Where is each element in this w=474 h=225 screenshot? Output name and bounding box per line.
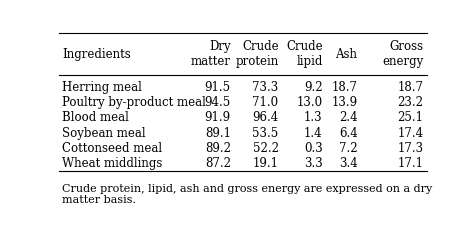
Text: 52.2: 52.2 bbox=[253, 141, 279, 154]
Text: Poultry by-product meal: Poultry by-product meal bbox=[62, 96, 206, 108]
Text: 3.4: 3.4 bbox=[339, 157, 357, 169]
Text: 25.1: 25.1 bbox=[398, 111, 424, 124]
Text: 3.3: 3.3 bbox=[304, 157, 323, 169]
Text: 7.2: 7.2 bbox=[339, 141, 357, 154]
Text: 23.2: 23.2 bbox=[398, 96, 424, 108]
Text: 94.5: 94.5 bbox=[205, 96, 231, 108]
Text: 87.2: 87.2 bbox=[205, 157, 231, 169]
Text: 2.4: 2.4 bbox=[339, 111, 357, 124]
Text: Ash: Ash bbox=[336, 47, 357, 60]
Text: Cottonseed meal: Cottonseed meal bbox=[62, 141, 162, 154]
Text: Crude
protein: Crude protein bbox=[235, 40, 279, 68]
Text: 18.7: 18.7 bbox=[398, 80, 424, 93]
Text: 17.4: 17.4 bbox=[398, 126, 424, 139]
Text: Wheat middlings: Wheat middlings bbox=[62, 157, 163, 169]
Text: Herring meal: Herring meal bbox=[62, 80, 142, 93]
Text: Soybean meal: Soybean meal bbox=[62, 126, 146, 139]
Text: 1.4: 1.4 bbox=[304, 126, 323, 139]
Text: 17.3: 17.3 bbox=[398, 141, 424, 154]
Text: Dry
matter: Dry matter bbox=[191, 40, 231, 68]
Text: Crude protein, lipid, ash and gross energy are expressed on a dry
matter basis.: Crude protein, lipid, ash and gross ener… bbox=[62, 183, 432, 205]
Text: 18.7: 18.7 bbox=[331, 80, 357, 93]
Text: Blood meal: Blood meal bbox=[62, 111, 129, 124]
Text: 91.9: 91.9 bbox=[205, 111, 231, 124]
Text: 73.3: 73.3 bbox=[252, 80, 279, 93]
Text: 71.0: 71.0 bbox=[253, 96, 279, 108]
Text: Ingredients: Ingredients bbox=[62, 47, 131, 60]
Text: Gross
energy: Gross energy bbox=[383, 40, 424, 68]
Text: 6.4: 6.4 bbox=[339, 126, 357, 139]
Text: 1.3: 1.3 bbox=[304, 111, 323, 124]
Text: 89.2: 89.2 bbox=[205, 141, 231, 154]
Text: 19.1: 19.1 bbox=[253, 157, 279, 169]
Text: 13.9: 13.9 bbox=[331, 96, 357, 108]
Text: 96.4: 96.4 bbox=[252, 111, 279, 124]
Text: 91.5: 91.5 bbox=[205, 80, 231, 93]
Text: 9.2: 9.2 bbox=[304, 80, 323, 93]
Text: 13.0: 13.0 bbox=[297, 96, 323, 108]
Text: 53.5: 53.5 bbox=[252, 126, 279, 139]
Text: 17.1: 17.1 bbox=[398, 157, 424, 169]
Text: 89.1: 89.1 bbox=[205, 126, 231, 139]
Text: 0.3: 0.3 bbox=[304, 141, 323, 154]
Text: Crude
lipid: Crude lipid bbox=[286, 40, 323, 68]
